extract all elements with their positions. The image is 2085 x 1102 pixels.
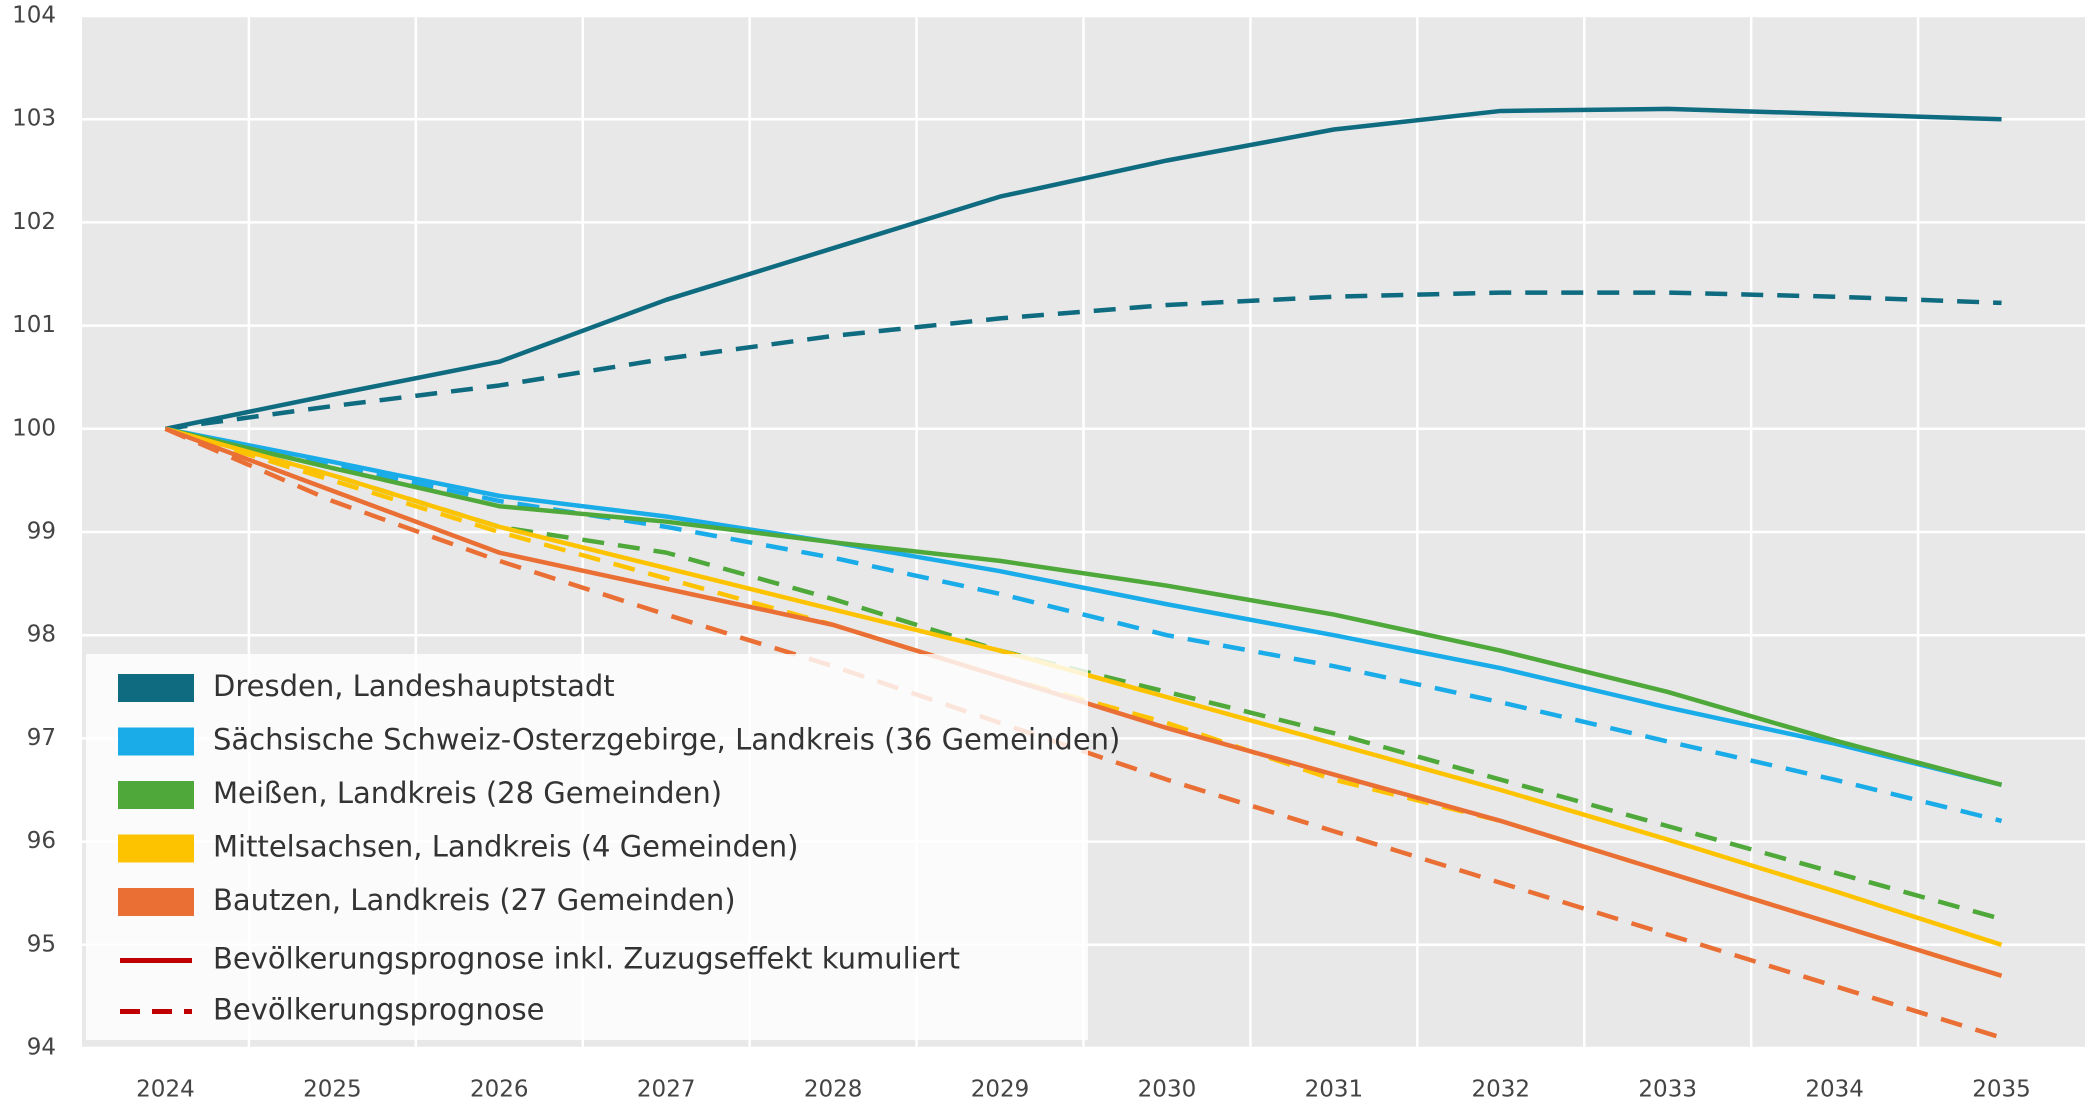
legend-label: Bevölkerungsprognose (213, 993, 544, 1027)
y-tick-label: 104 (12, 3, 56, 29)
x-tick-label: 2034 (1805, 1077, 1864, 1102)
y-tick-label: 95 (27, 931, 56, 957)
x-tick-label: 2028 (804, 1077, 863, 1102)
series-line (164, 426, 2003, 788)
x-tick-label: 2033 (1638, 1077, 1697, 1102)
x-tick-label: 2032 (1472, 1077, 1531, 1102)
series-line (165, 106, 2002, 432)
x-tick-label: 2035 (1972, 1077, 2031, 1102)
y-tick-label: 100 (12, 415, 56, 441)
x-tick-label: 2027 (637, 1077, 696, 1102)
legend-swatch (118, 834, 194, 863)
y-tick-label: 98 (27, 622, 56, 648)
legend-label: Bevölkerungsprognose inkl. Zuzugseffekt … (213, 942, 960, 976)
legend-label: Sächsische Schweiz-Osterzgebirge, Landkr… (213, 723, 1120, 757)
y-tick-label: 94 (27, 1035, 56, 1061)
y-tick-label: 96 (27, 828, 56, 854)
legend-swatch (118, 727, 194, 756)
x-tick-label: 2025 (303, 1077, 362, 1102)
legend-swatch (118, 888, 194, 916)
y-tick-label: 102 (12, 209, 56, 235)
legend-label: Dresden, Landeshauptstadt (213, 669, 615, 703)
legend: Dresden, Landeshauptstadt Sächsische Schw… (86, 654, 1120, 1040)
legend-swatch (118, 674, 194, 702)
x-tick-label: 2031 (1305, 1077, 1364, 1102)
y-tick-label: 99 (27, 519, 56, 545)
x-tick-label: 2029 (971, 1077, 1030, 1102)
series-line (165, 426, 2003, 788)
series-line (164, 426, 2003, 824)
x-tick-label: 2030 (1138, 1077, 1197, 1102)
series-line (165, 290, 2002, 432)
legend-box (86, 654, 1088, 1040)
legend-label: Mittelsachsen, Landkreis (4 Gemeinden) (213, 830, 798, 864)
y-tick-label: 101 (12, 312, 56, 338)
legend-label: Bautzen, Landkreis (27 Gemeinden) (213, 883, 736, 917)
x-tick-label: 2026 (470, 1077, 529, 1102)
legend-label: Meißen, Landkreis (28 Gemeinden) (213, 776, 722, 810)
y-tick-label: 97 (27, 725, 56, 751)
x-tick-label: 2024 (136, 1077, 195, 1102)
legend-swatch (118, 781, 194, 809)
y-tick-label: 103 (12, 106, 56, 132)
